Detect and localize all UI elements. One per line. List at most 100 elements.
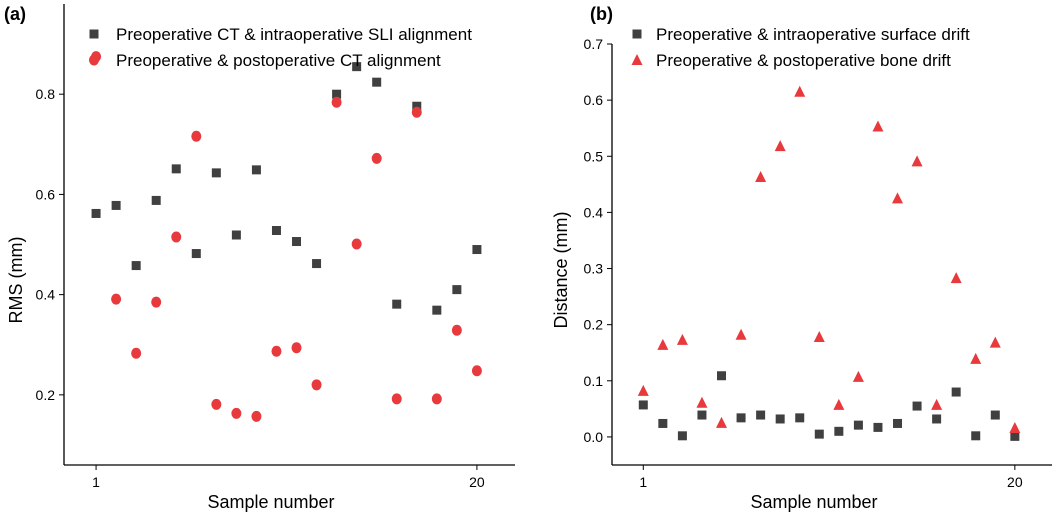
data-point xyxy=(191,249,201,259)
data-point xyxy=(351,238,362,250)
data-point xyxy=(657,338,669,350)
x-tick-label: 1 xyxy=(92,474,100,490)
panel-label: (b) xyxy=(590,4,613,24)
legend-entry-1: Preoperative CT & intraoperative SLI ali… xyxy=(89,25,472,44)
y-tick-label: 0.1 xyxy=(584,373,604,389)
data-point xyxy=(352,62,362,72)
data-point xyxy=(391,393,402,405)
data-point xyxy=(332,89,342,99)
data-point xyxy=(873,422,883,432)
data-point xyxy=(990,410,1000,420)
data-point xyxy=(892,192,904,204)
legend-label: Preoperative & intraoperative surface dr… xyxy=(656,25,970,44)
panel-label: (a) xyxy=(4,4,26,24)
legend-marker xyxy=(89,54,99,66)
data-point xyxy=(432,305,442,315)
data-point xyxy=(795,413,805,423)
y-tick-label: 0.6 xyxy=(36,186,56,202)
data-point xyxy=(251,410,262,422)
data-point xyxy=(735,328,747,340)
data-point xyxy=(756,410,766,420)
data-point xyxy=(271,225,281,235)
data-point xyxy=(411,106,422,118)
data-point xyxy=(471,365,482,377)
data-point xyxy=(794,85,806,97)
data-point xyxy=(932,414,942,424)
data-point xyxy=(331,96,342,108)
series-1-square-points xyxy=(91,62,482,315)
data-point xyxy=(431,393,442,405)
data-point xyxy=(911,155,923,167)
data-point xyxy=(951,387,961,397)
data-point xyxy=(717,371,727,381)
data-point xyxy=(312,259,322,269)
data-point xyxy=(677,431,687,441)
data-point xyxy=(371,152,382,164)
data-point xyxy=(834,426,844,436)
data-point xyxy=(271,345,282,357)
y-tick-label: 0.0 xyxy=(584,429,604,445)
data-point xyxy=(151,296,162,308)
data-point xyxy=(893,418,903,428)
data-point xyxy=(311,379,322,391)
data-point xyxy=(191,130,202,142)
data-point xyxy=(989,336,1001,348)
data-point xyxy=(392,299,402,309)
data-point xyxy=(1010,431,1020,441)
data-point xyxy=(697,410,707,420)
data-point xyxy=(452,285,462,295)
data-point xyxy=(676,333,688,345)
data-point xyxy=(412,101,422,111)
legend-marker xyxy=(632,29,642,39)
data-point xyxy=(716,416,728,428)
data-point xyxy=(451,324,462,336)
data-point xyxy=(131,261,141,271)
data-point xyxy=(971,431,981,441)
y-tick-label: 0.8 xyxy=(36,86,56,102)
data-point xyxy=(91,208,101,218)
data-point xyxy=(231,407,242,419)
data-point xyxy=(775,414,785,424)
data-point xyxy=(852,370,864,382)
legend-marker xyxy=(89,29,99,39)
x-axis-title: Sample number xyxy=(750,492,877,512)
legend-entry-1: Preoperative & intraoperative surface dr… xyxy=(632,25,970,44)
x-tick-label: 1 xyxy=(639,474,647,490)
y-tick-label: 0.6 xyxy=(584,92,604,108)
data-point xyxy=(111,293,122,305)
data-point xyxy=(950,272,962,284)
legend-label: Preoperative & postoperative CT alignmen… xyxy=(116,51,441,70)
legend-entry-2: Preoperative & postoperative bone drift xyxy=(631,51,951,70)
data-point xyxy=(736,413,746,423)
data-point xyxy=(696,396,708,408)
data-point xyxy=(1009,421,1021,433)
chart-panel-b: 0.0 0.1 0.2 0.3 0.4 0.5 0.6 0.7 1 20 Sample number… xyxy=(551,4,1052,512)
data-point xyxy=(853,420,863,430)
data-point xyxy=(131,347,142,359)
y-axis-title: Distance (mm) xyxy=(551,211,571,328)
y-tick-label: 0.2 xyxy=(36,387,56,403)
chart-panel-a: 0.2 0.4 0.6 0.8 1 20 Sample number RMS (mm) (a) P… xyxy=(4,4,515,512)
data-point xyxy=(291,342,302,354)
data-point xyxy=(292,237,302,247)
data-point xyxy=(970,352,982,364)
data-point xyxy=(872,120,884,132)
data-point xyxy=(931,398,943,410)
y-tick-label: 0.3 xyxy=(584,261,604,277)
legend-label: Preoperative CT & intraoperative SLI ali… xyxy=(116,25,472,44)
y-tick-label: 0.7 xyxy=(584,36,604,52)
data-point xyxy=(658,418,668,428)
data-point xyxy=(171,231,182,243)
data-point xyxy=(472,245,482,255)
x-axis-title: Sample number xyxy=(207,492,334,512)
data-point xyxy=(774,140,786,152)
data-point xyxy=(171,164,181,174)
data-point xyxy=(833,398,845,410)
data-point xyxy=(211,168,221,178)
data-point xyxy=(814,429,824,439)
data-point xyxy=(638,400,648,410)
legend-entry-2: Preoperative & postoperative CT alignmen… xyxy=(89,51,441,70)
data-point xyxy=(912,401,922,411)
data-point xyxy=(251,165,261,175)
